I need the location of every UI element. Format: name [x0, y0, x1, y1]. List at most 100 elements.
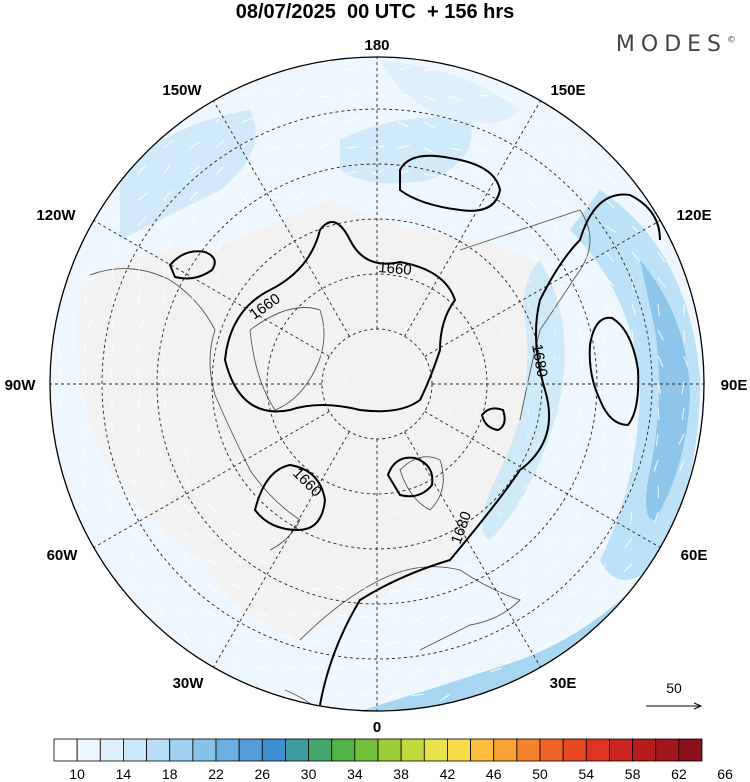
- wind-arrow: [371, 94, 385, 97]
- wind-arrow: [345, 146, 358, 149]
- wind-arrow: [494, 563, 503, 575]
- wind-arrow: [103, 476, 113, 487]
- wind-arrow: [605, 225, 617, 234]
- wind-arrow: [232, 607, 243, 617]
- wind-arrow: [449, 147, 462, 151]
- wind-arrow: [283, 608, 295, 617]
- wind-arrow: [289, 455, 295, 461]
- wind-arrow: [81, 474, 87, 487]
- wind-arrow: [542, 641, 555, 647]
- wind-arrow: [605, 173, 615, 183]
- wind-arrow: [392, 433, 399, 437]
- wind-arrow: [293, 273, 300, 279]
- colorbar-tick-label: 10: [69, 766, 85, 782]
- wind-arrow: [623, 485, 633, 496]
- wind-arrow: [596, 511, 607, 521]
- wind-arrow: [579, 329, 584, 342]
- wind-arrow: [293, 324, 298, 331]
- wind-arrow: [423, 303, 430, 309]
- wind-arrow: [158, 474, 165, 487]
- wind-arrow: [629, 511, 633, 524]
- wind-arrow: [527, 277, 532, 284]
- lon-label-90e: 90E: [721, 377, 748, 394]
- wind-arrow: [657, 407, 660, 420]
- wind-arrow: [546, 563, 555, 575]
- colorbar-swatch: [169, 738, 194, 762]
- wind-arrow: [553, 251, 562, 262]
- wind-arrow: [472, 511, 477, 518]
- wind-arrow: [498, 459, 503, 466]
- wind-arrow: [263, 507, 269, 513]
- wind-arrow: [180, 581, 191, 591]
- wind-arrow: [340, 484, 347, 487]
- wind-arrow: [475, 277, 480, 284]
- wind-arrow: [163, 190, 172, 201]
- colorbar-swatch: [562, 738, 587, 762]
- wind-arrow: [475, 303, 479, 310]
- wind-arrow: [527, 225, 535, 237]
- colorbar-swatch: [585, 738, 610, 762]
- wind-arrow: [128, 581, 139, 591]
- wind-arrow: [527, 147, 536, 158]
- wind-arrow: [189, 324, 194, 331]
- wind-arrow: [345, 117, 358, 123]
- wind-arrow: [371, 376, 375, 383]
- wind-arrow: [501, 147, 514, 151]
- wind-arrow: [189, 350, 194, 357]
- wind-arrow: [547, 537, 555, 549]
- wind-arrow: [267, 169, 280, 175]
- wind-arrow: [501, 329, 504, 336]
- wind-arrow: [657, 329, 664, 341]
- wind-arrow: [600, 485, 607, 497]
- colorbar-swatch: [609, 738, 633, 762]
- colorbar-swatch: [354, 738, 379, 762]
- wind-arrow: [653, 511, 659, 524]
- wind-arrow: [552, 433, 555, 440]
- wind-arrow: [238, 480, 243, 487]
- wind-arrow: [448, 407, 451, 414]
- wind-arrow: [605, 303, 612, 316]
- wind-arrow: [215, 139, 225, 149]
- wind-arrow: [473, 485, 477, 492]
- wind-arrow: [82, 396, 87, 409]
- wind-arrow: [572, 511, 581, 523]
- colorbar-tick-label: 42: [440, 766, 456, 782]
- wind-arrow: [290, 402, 295, 409]
- wind-arrow: [157, 605, 165, 617]
- wind-arrow: [189, 267, 198, 279]
- wind-arrow: [423, 381, 426, 388]
- wind-arrow: [334, 693, 347, 696]
- colorbar-swatch: [215, 738, 240, 762]
- wind-arrow: [475, 147, 488, 152]
- wind-arrow: [345, 273, 352, 279]
- wind-arrow: [215, 350, 218, 357]
- wind-arrow: [623, 563, 633, 573]
- wind-arrow: [572, 433, 581, 445]
- wind-arrow: [397, 121, 410, 128]
- wind-arrow: [577, 407, 581, 420]
- colorbar-tick-label: 18: [162, 766, 178, 782]
- wind-arrow: [240, 350, 243, 357]
- wind-arrow: [256, 613, 269, 617]
- wind-arrow: [444, 563, 451, 567]
- wind-arrow: [449, 199, 456, 205]
- colorbar-swatch: [400, 738, 425, 762]
- wind-arrow: [137, 216, 147, 227]
- wind-arrow: [293, 223, 300, 227]
- wind-arrow: [230, 638, 243, 643]
- wind-arrow: [631, 251, 641, 262]
- wind-arrow: [572, 485, 581, 496]
- wind-arrow: [418, 511, 425, 517]
- wind-arrow: [345, 301, 352, 305]
- wind-arrow: [211, 454, 217, 461]
- contour-main-1680: [319, 193, 661, 706]
- wind-arrow: [160, 344, 165, 357]
- coast-north-america: [89, 268, 301, 551]
- wind-arrow: [439, 693, 451, 702]
- lon-label-150e: 150E: [550, 82, 585, 99]
- wind-arrow: [419, 433, 425, 439]
- wind-arrow: [205, 531, 217, 539]
- wind-arrow: [449, 381, 453, 388]
- wind-arrow: [553, 225, 560, 238]
- wind-arrow: [631, 329, 634, 343]
